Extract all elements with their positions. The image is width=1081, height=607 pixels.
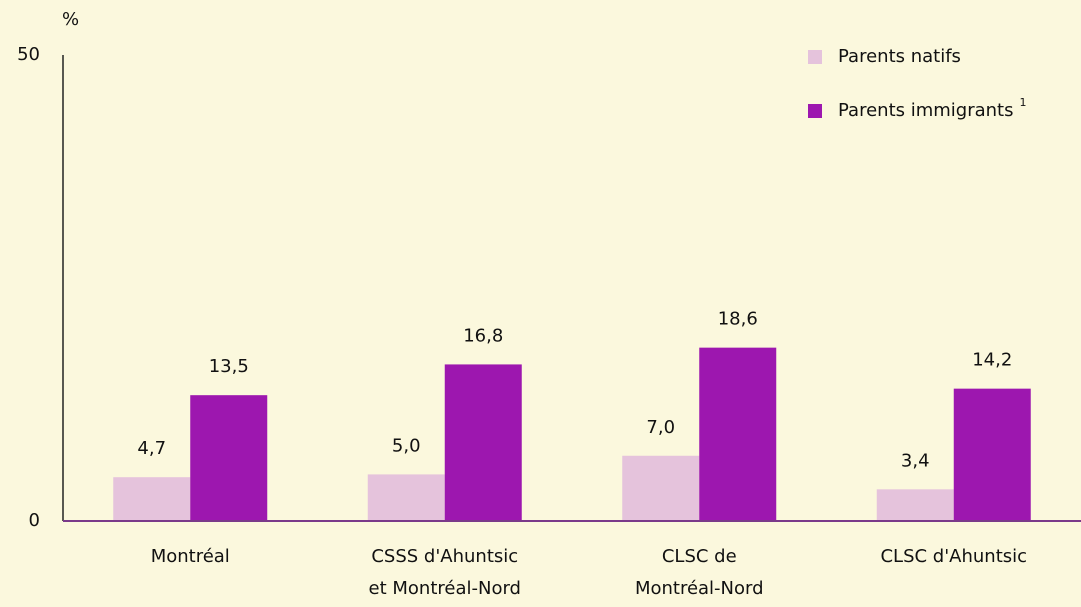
legend-swatch: [808, 50, 822, 64]
x-tick-label: CSSS d'Ahuntsic et Montréal-Nord: [369, 546, 521, 599]
bar: [953, 388, 1031, 521]
x-tick-label: CLSC d'Ahuntsic: [880, 546, 1027, 567]
legend-label: Parents natifs: [838, 46, 961, 67]
value-label: 3,4: [901, 450, 930, 471]
value-label: 13,5: [209, 356, 249, 377]
value-label: 18,6: [718, 309, 758, 330]
legend-note: 1: [1020, 96, 1027, 109]
x-tick-label: Montréal: [151, 546, 230, 567]
bar: [367, 474, 445, 521]
legend-label: Parents immigrants: [838, 100, 1014, 121]
bar: [622, 455, 700, 521]
y-tick-label: 50: [17, 44, 40, 65]
x-tick-label: CLSC de Montréal-Nord: [635, 546, 764, 599]
bar: [190, 395, 268, 521]
bar: [444, 364, 522, 521]
y-tick-label: 0: [29, 510, 40, 531]
value-label: 16,8: [463, 325, 503, 346]
unit-label: %: [62, 9, 79, 30]
value-label: 7,0: [646, 417, 675, 438]
value-label: 4,7: [137, 438, 166, 459]
value-label: 5,0: [392, 435, 421, 456]
bar: [699, 347, 777, 521]
value-label: 14,2: [972, 350, 1012, 371]
bar: [113, 477, 191, 521]
bar: [876, 489, 954, 521]
legend-swatch: [808, 104, 822, 118]
